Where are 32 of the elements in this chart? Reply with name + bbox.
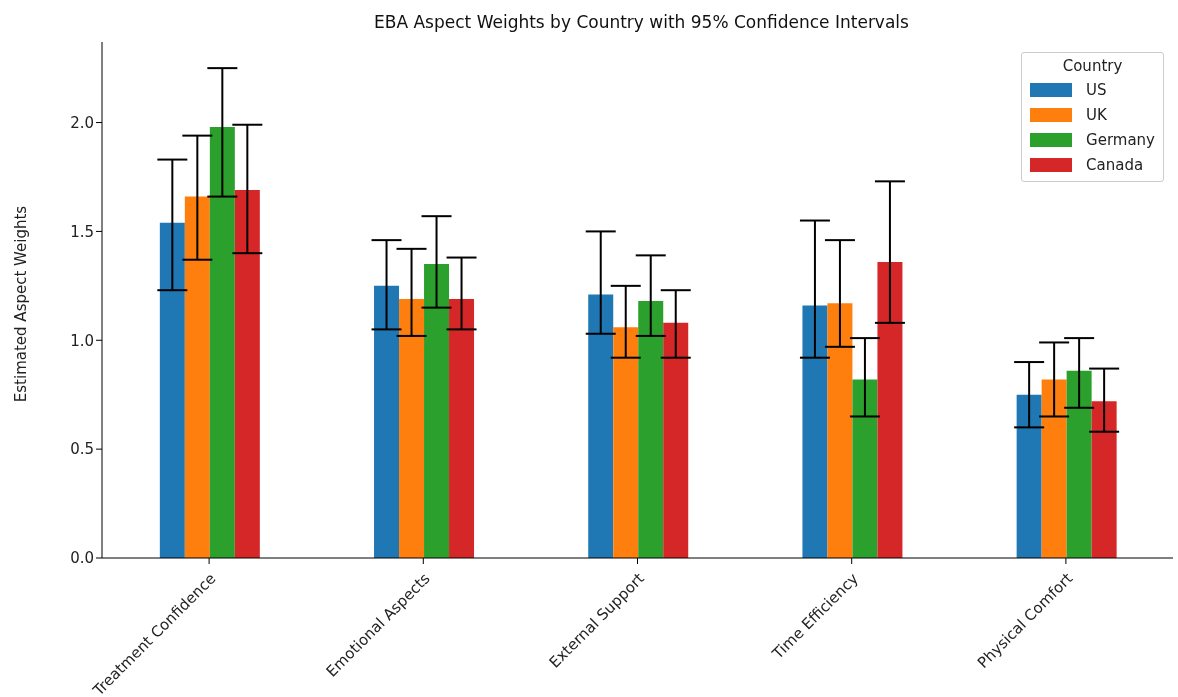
chart-title: EBA Aspect Weights by Country with 95% Confidence Intervals: [373, 12, 910, 32]
bar: [449, 298, 475, 558]
legend-title: Country: [1061, 57, 1124, 75]
legend-label: UK: [1086, 105, 1107, 124]
bar: [399, 298, 425, 558]
bar: [424, 264, 450, 558]
y-tick-label: 2.0: [70, 113, 94, 132]
bar: [1016, 394, 1042, 558]
y-tick-label: 1.0: [70, 331, 94, 350]
bar: [877, 261, 903, 558]
bar: [1066, 370, 1092, 558]
bar: [827, 303, 853, 558]
bar: [374, 285, 400, 558]
y-tick-label: 0.5: [70, 440, 94, 459]
bar: [638, 301, 664, 558]
bar: [1041, 379, 1067, 558]
bar: [663, 322, 689, 558]
legend-label: Germany: [1086, 130, 1155, 149]
legend-label: Canada: [1086, 155, 1144, 174]
bar: [802, 305, 828, 558]
legend-label: US: [1086, 80, 1107, 99]
bar: [588, 294, 614, 558]
bar: [1091, 401, 1117, 558]
bar: [613, 327, 639, 558]
y-axis-title: Estimated Aspect Weights: [12, 205, 30, 403]
bar: [852, 379, 878, 558]
y-tick-label: 0.0: [70, 549, 94, 568]
bar: [159, 222, 185, 558]
bar: [234, 190, 260, 558]
bar: [209, 126, 235, 558]
y-tick-label: 1.5: [70, 222, 94, 241]
bar: [184, 196, 210, 558]
